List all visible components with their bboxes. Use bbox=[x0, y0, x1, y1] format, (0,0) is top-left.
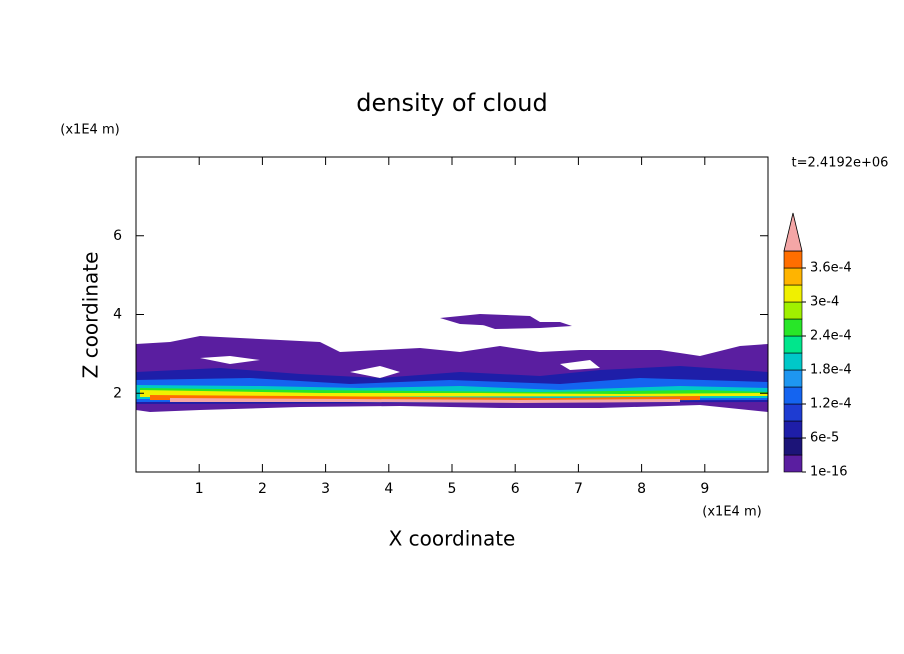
colorbar-segment bbox=[783, 301, 803, 320]
x-axis-label: X coordinate bbox=[389, 527, 516, 551]
contour-field bbox=[136, 314, 768, 412]
x-unit: (x1E4 m) bbox=[702, 505, 761, 520]
colorbar-tick-label: 3.6e-4 bbox=[810, 261, 852, 276]
x-tick-label: 7 bbox=[574, 481, 583, 497]
colorbar-tick-label: 1e-16 bbox=[810, 465, 848, 480]
y-unit: (x1E4 m) bbox=[60, 123, 119, 138]
colorbar-segment bbox=[783, 420, 803, 439]
x-tick-label: 8 bbox=[637, 481, 646, 497]
x-tick-label: 1 bbox=[195, 481, 204, 497]
x-tick-label: 4 bbox=[384, 481, 393, 497]
colorbar-tick-label: 3e-4 bbox=[810, 295, 839, 310]
colorbar-segment bbox=[783, 267, 803, 286]
colorbar-segment bbox=[783, 250, 803, 269]
colorbar-segment bbox=[783, 352, 803, 371]
colorbar-segment bbox=[783, 284, 803, 303]
y-axis-label: Z coordinate bbox=[79, 252, 103, 379]
colorbar-segment bbox=[783, 454, 803, 473]
x-tick-label: 6 bbox=[511, 481, 520, 497]
x-tick-label: 2 bbox=[258, 481, 267, 497]
colorbar-segment bbox=[783, 318, 803, 337]
colorbar-segment bbox=[783, 335, 803, 354]
x-tick-label: 9 bbox=[700, 481, 709, 497]
x-tick-label: 5 bbox=[448, 481, 457, 497]
colorbar-segment bbox=[783, 403, 803, 422]
y-tick-label: 6 bbox=[113, 228, 122, 244]
chart-title: density of cloud bbox=[356, 89, 547, 117]
colorbar-segment bbox=[783, 386, 803, 405]
y-tick-label: 2 bbox=[113, 385, 122, 401]
colorbar-tick-label: 6e-5 bbox=[810, 431, 839, 446]
y-tick-label: 4 bbox=[113, 307, 122, 323]
x-tick-label: 3 bbox=[321, 481, 330, 497]
colorbar-tick-label: 1.2e-4 bbox=[810, 397, 852, 412]
colorbar-segment bbox=[783, 369, 803, 388]
colorbar-tick-label: 1.8e-4 bbox=[810, 363, 852, 378]
colorbar-tick-label: 2.4e-4 bbox=[810, 329, 852, 344]
time-annotation: t=2.4192e+06 bbox=[792, 156, 889, 171]
colorbar-segment bbox=[783, 437, 803, 456]
colorbar-extension bbox=[783, 212, 803, 252]
